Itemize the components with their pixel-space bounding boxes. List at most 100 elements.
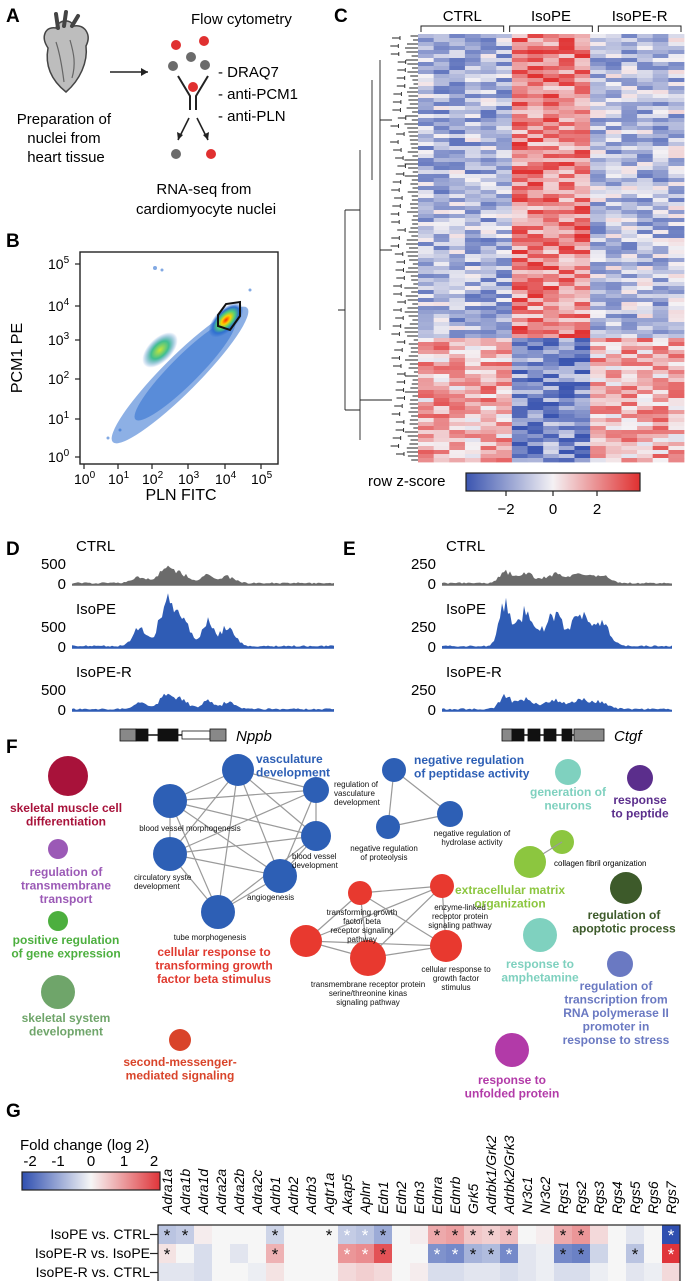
heatmap-cell: [605, 398, 622, 403]
track-name: IsoPE-R: [76, 664, 132, 681]
heatmap-cell: [449, 398, 466, 403]
heatmap-cell: [527, 42, 544, 47]
heatmap-cell: [621, 146, 638, 151]
network-edge: [169, 769, 239, 855]
heatmap-cells: [418, 34, 685, 463]
heatmap-cell: [480, 446, 497, 451]
heatmap-cell: [543, 418, 560, 423]
heatmap-cell: [511, 378, 528, 383]
heatmap-cell: [590, 218, 607, 223]
fc-cell: [158, 1225, 177, 1244]
heatmap-cell: [433, 302, 450, 307]
heatmap-cell: [433, 362, 450, 367]
heatmap-cell: [668, 186, 685, 191]
heatmap-cell: [449, 38, 466, 43]
heatmap-cell: [621, 238, 638, 243]
heatmap-cell: [590, 330, 607, 335]
heatmap-cell: [574, 366, 591, 371]
heatmap-cell: [590, 378, 607, 383]
heatmap-cell: [464, 218, 481, 223]
track-ymin: 0: [428, 639, 436, 656]
heatmap-cell: [480, 378, 497, 383]
heatmap-cell: [637, 234, 654, 239]
heatmap-cell: [621, 230, 638, 235]
heatmap-cell: [464, 150, 481, 155]
heatmap-cell: [574, 238, 591, 243]
heatmap-cell: [433, 290, 450, 295]
heatmap-cell: [433, 330, 450, 335]
heatmap-cell: [449, 338, 466, 343]
heatmap-cell: [621, 58, 638, 63]
heatmap-cell: [449, 294, 466, 299]
heatmap-cell: [574, 370, 591, 375]
heatmap-cell: [433, 286, 450, 291]
heatmap-cell: [449, 230, 466, 235]
network-edge: [169, 789, 317, 802]
heatmap-cell: [652, 434, 669, 439]
heatmap-cell: [527, 46, 544, 51]
heatmap-cell: [574, 270, 591, 275]
heatmap-cell: [511, 422, 528, 427]
heatmap-cell: [652, 322, 669, 327]
heatmap-cell: [511, 210, 528, 215]
heatmap-cell: [652, 254, 669, 259]
track-ymin: 0: [58, 639, 66, 656]
heatmap-cell: [496, 186, 513, 191]
heatmap-cell: [574, 38, 591, 43]
heatmap-cell: [496, 206, 513, 211]
fc-cell: [176, 1225, 195, 1244]
heatmap-cell: [605, 278, 622, 283]
panel-a: Preparation of nuclei from heart tissue …: [17, 10, 298, 218]
fc-cell: [554, 1225, 573, 1244]
heatmap-cell: [418, 338, 435, 343]
heatmap-cell: [418, 70, 435, 75]
heatmap-cell: [496, 234, 513, 239]
heatmap-cell: [418, 438, 435, 443]
heatmap-cell: [558, 294, 575, 299]
heatmap-cell: [511, 290, 528, 295]
heatmap-cell: [511, 410, 528, 415]
fc-cell: [374, 1263, 393, 1281]
heatmap-cell: [527, 366, 544, 371]
heatmap-cell: [543, 166, 560, 171]
heatmap-cell: [496, 182, 513, 187]
heatmap-cell: [652, 210, 669, 215]
heatmap-cell: [464, 106, 481, 111]
term-label: positive regulation of gene expression: [11, 933, 120, 960]
heatmap-cell: [605, 62, 622, 67]
heatmap-cell: [558, 198, 575, 203]
heatmap-cell: [605, 94, 622, 99]
heatmap-cell: [543, 46, 560, 51]
gene-label: Edn1: [375, 1181, 391, 1214]
heatmap-cell: [652, 214, 669, 219]
heatmap-cell: [511, 250, 528, 255]
heatmap-cell: [480, 406, 497, 411]
heatmap-cell: [464, 146, 481, 151]
heatmap-cell: [511, 138, 528, 143]
network-node: [222, 754, 254, 786]
heatmap-cell: [621, 138, 638, 143]
fc-cell: [338, 1263, 357, 1281]
heatmap-cell: [652, 194, 669, 199]
heatmap-cell: [543, 178, 560, 183]
heatmap-cell: [590, 350, 607, 355]
exon: [135, 728, 149, 742]
heatmap-cell: [433, 230, 450, 235]
heatmap-cell: [480, 74, 497, 79]
heatmap-cell: [590, 234, 607, 239]
heatmap-cell: [605, 294, 622, 299]
heatmap-cell: [433, 82, 450, 87]
heatmap-cell: [558, 326, 575, 331]
heatmap-cell: [668, 130, 685, 135]
heatmap-cell: [433, 206, 450, 211]
term-label: skeletal system development: [22, 1011, 111, 1038]
heatmap-cell: [496, 342, 513, 347]
heatmap-cell: [418, 294, 435, 299]
heatmap-cell: [590, 274, 607, 279]
heatmap-cell: [668, 138, 685, 143]
significance-star: *: [488, 1226, 495, 1245]
heatmap-cell: [511, 122, 528, 127]
heatmap-cell: [496, 118, 513, 123]
heatmap-cell: [480, 106, 497, 111]
heatmap-cell: [527, 294, 544, 299]
